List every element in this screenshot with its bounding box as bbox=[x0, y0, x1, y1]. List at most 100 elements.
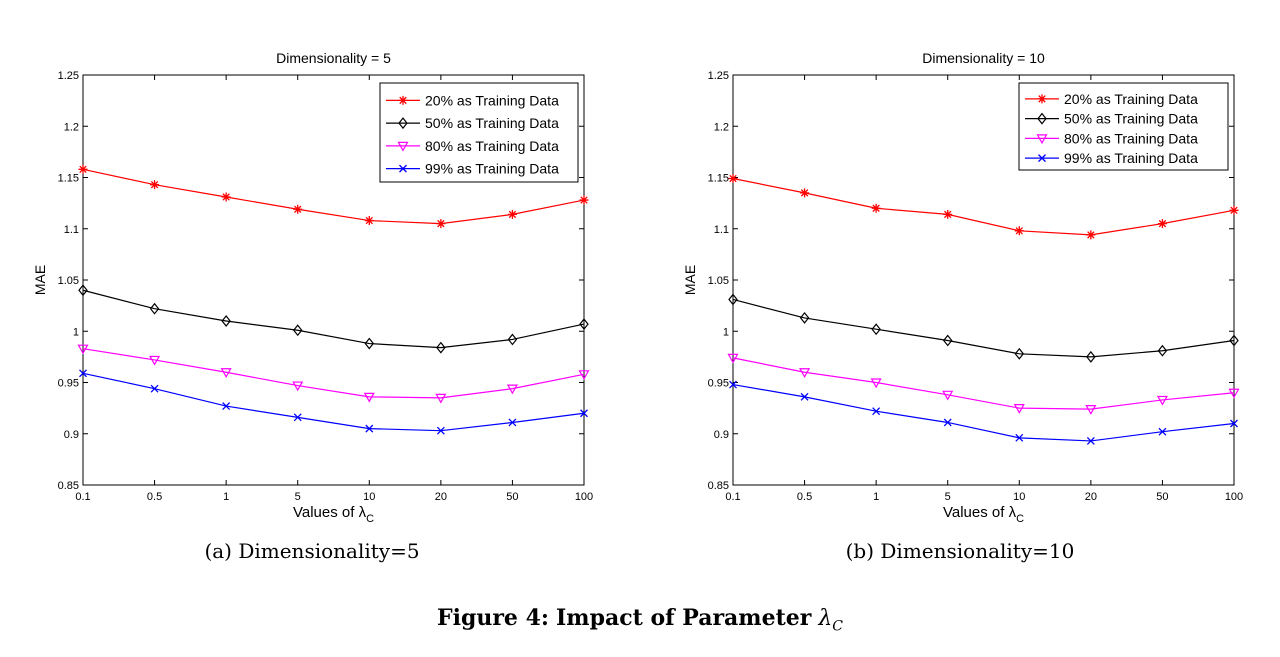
data-point bbox=[365, 424, 374, 433]
x-tick-label: 1 bbox=[223, 491, 229, 503]
chart-title: Dimensionality = 10 bbox=[922, 50, 1045, 66]
x-tick-label: 0.1 bbox=[75, 491, 90, 503]
data-point bbox=[799, 311, 810, 324]
data-point bbox=[942, 334, 953, 347]
data-point bbox=[507, 209, 517, 219]
y-tick-label: 0.9 bbox=[64, 429, 79, 441]
data-point bbox=[507, 333, 518, 346]
data-point bbox=[1014, 347, 1025, 360]
data-point bbox=[1086, 350, 1096, 363]
legend-label: 99% as Training Data bbox=[425, 161, 559, 177]
y-tick-label: 1 bbox=[723, 326, 729, 338]
data-point bbox=[293, 413, 302, 422]
data-point bbox=[364, 216, 374, 226]
y-axis-label: MAE bbox=[682, 265, 698, 295]
data-point bbox=[800, 188, 810, 198]
legend-label: 50% as Training Data bbox=[1064, 111, 1198, 127]
data-point bbox=[364, 337, 375, 350]
data-point bbox=[221, 192, 231, 202]
data-point bbox=[1157, 344, 1168, 357]
data-point bbox=[871, 203, 881, 213]
y-tick-label: 1.25 bbox=[58, 70, 79, 82]
x-tick-label: 10 bbox=[363, 491, 375, 503]
x-axis-label: Values of λC bbox=[293, 504, 374, 525]
data-point bbox=[1229, 205, 1239, 215]
x-tick-label: 0.5 bbox=[147, 491, 162, 503]
series-line bbox=[82, 168, 585, 225]
legend-label: 80% as Training Data bbox=[1064, 130, 1198, 146]
data-point bbox=[1230, 419, 1238, 428]
legend-label: 20% as Training Data bbox=[425, 92, 559, 108]
data-point bbox=[579, 195, 589, 205]
data-point bbox=[872, 407, 881, 416]
series-2 bbox=[728, 293, 1239, 363]
series-2 bbox=[78, 284, 589, 354]
subfigure-caption: (b) Dimensionality=10 bbox=[846, 539, 1075, 563]
legend: 20% as Training Data 50% as Training Data… bbox=[1018, 82, 1229, 171]
data-point bbox=[293, 204, 303, 214]
y-tick-label: 1.2 bbox=[64, 121, 79, 133]
legend-label: 20% as Training Data bbox=[1064, 91, 1198, 107]
subfigure-caption: (a) Dimensionality=5 bbox=[204, 539, 419, 563]
data-point bbox=[436, 341, 446, 354]
series-line bbox=[82, 348, 585, 399]
series-3 bbox=[77, 344, 590, 404]
x-tick-label: 100 bbox=[575, 491, 593, 503]
legend-marker bbox=[1038, 154, 1046, 163]
data-point bbox=[1014, 226, 1024, 236]
data-point bbox=[870, 378, 882, 389]
data-point bbox=[79, 369, 87, 378]
y-tick-label: 0.85 bbox=[708, 480, 729, 492]
data-point bbox=[729, 380, 737, 389]
data-point bbox=[1085, 405, 1097, 415]
data-point bbox=[579, 318, 589, 331]
x-tick-label: 0.1 bbox=[725, 491, 740, 503]
chart-title: Dimensionality = 5 bbox=[276, 50, 391, 66]
x-tick-label: 100 bbox=[1225, 491, 1243, 503]
y-tick-label: 0.9 bbox=[714, 429, 729, 441]
data-point bbox=[435, 393, 447, 404]
data-point bbox=[943, 418, 952, 427]
y-tick-label: 1.1 bbox=[714, 224, 729, 236]
y-tick-label: 1 bbox=[73, 326, 79, 338]
data-point bbox=[78, 164, 88, 174]
x-tick-label: 5 bbox=[295, 491, 301, 503]
data-point bbox=[363, 392, 375, 403]
y-tick-label: 1.1 bbox=[64, 224, 79, 236]
data-point bbox=[943, 209, 953, 219]
series-line bbox=[732, 357, 1235, 410]
data-point bbox=[727, 353, 739, 364]
series-line bbox=[82, 289, 585, 349]
x-tick-label: 50 bbox=[1156, 491, 1168, 503]
legend-marker bbox=[397, 141, 409, 152]
data-point bbox=[222, 402, 231, 411]
legend: 20% as Training Data 50% as Training Data… bbox=[379, 82, 579, 183]
data-point bbox=[221, 315, 231, 327]
series-1 bbox=[728, 174, 1239, 240]
data-point bbox=[799, 368, 811, 378]
legend-marker bbox=[398, 95, 408, 105]
series-4 bbox=[729, 380, 1238, 445]
y-tick-label: 1.05 bbox=[58, 275, 79, 287]
x-tick-label: 5 bbox=[945, 491, 951, 503]
figure-caption-subscript: C bbox=[832, 618, 843, 635]
data-point bbox=[1229, 334, 1239, 347]
legend-box bbox=[1018, 82, 1229, 171]
y-tick-label: 1.15 bbox=[58, 173, 79, 185]
series-4 bbox=[79, 369, 588, 435]
data-point bbox=[436, 219, 446, 229]
y-tick-label: 1.25 bbox=[708, 70, 729, 82]
data-point bbox=[1013, 404, 1025, 414]
data-point bbox=[77, 344, 89, 355]
figure-caption-symbol: λ bbox=[818, 606, 833, 631]
series-line bbox=[732, 177, 1235, 236]
legend-label: 99% as Training Data bbox=[1064, 150, 1198, 166]
y-tick-label: 0.85 bbox=[58, 480, 79, 492]
legend-marker bbox=[398, 117, 408, 130]
data-point bbox=[1157, 219, 1167, 229]
series-line bbox=[732, 383, 1235, 442]
legend-marker bbox=[1037, 112, 1047, 125]
y-tick-label: 0.95 bbox=[58, 378, 79, 390]
data-point bbox=[436, 426, 445, 435]
